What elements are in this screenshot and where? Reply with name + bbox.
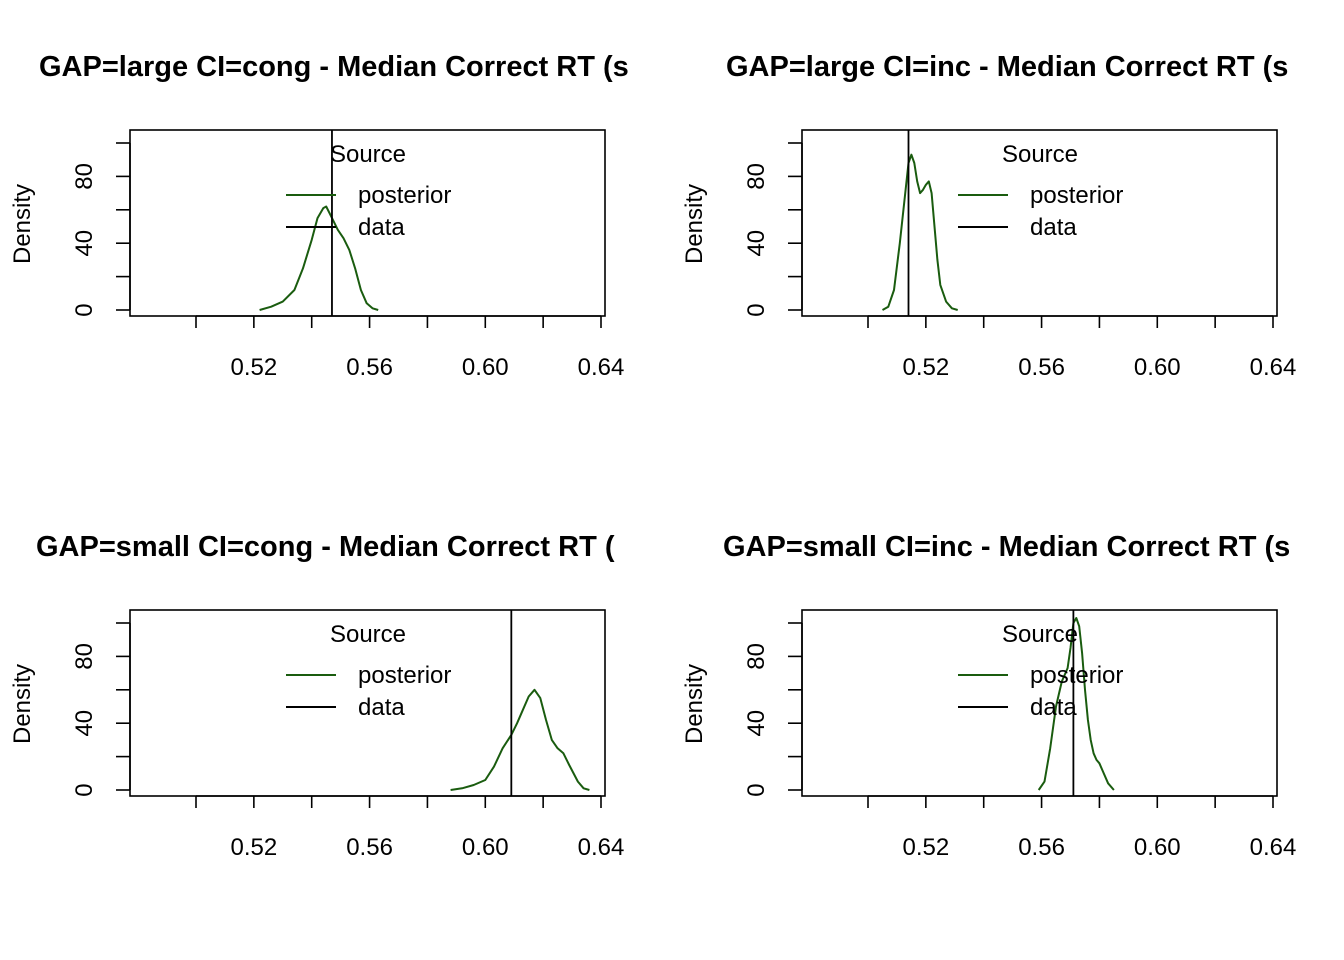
chart-title: GAP=small CI=cong - Median Correct RT ( (36, 531, 615, 563)
x-tick-label: 0.52 (902, 834, 949, 861)
x-tick-label: 0.56 (346, 834, 393, 861)
series-line-posterior (882, 153, 958, 311)
legend: Source posterior data (958, 141, 1123, 241)
legend-label-posterior: posterior (1030, 662, 1123, 689)
x-tick-label: 0.56 (1018, 834, 1065, 861)
y-tick-label: 40 (743, 230, 770, 257)
legend-title: Source (1002, 141, 1078, 168)
x-tick-label: 0.56 (1018, 354, 1065, 381)
y-tick-label: 0 (71, 783, 98, 796)
legend-label-posterior: posterior (1030, 182, 1123, 209)
legend: Source posterior data (958, 621, 1123, 721)
y-axis-label: Density (681, 664, 708, 744)
y-tick-label: 40 (743, 710, 770, 737)
y-tick-label: 40 (71, 230, 98, 257)
chart-title: GAP=small CI=inc - Median Correct RT (s (723, 531, 1290, 563)
y-tick-label: 80 (71, 163, 98, 190)
x-tick-label: 0.64 (578, 354, 625, 381)
legend-label-posterior: posterior (358, 182, 451, 209)
legend-label-data: data (1030, 694, 1077, 721)
legend-label-posterior: posterior (358, 662, 451, 689)
series-line-posterior (450, 688, 590, 791)
x-tick-label: 0.60 (1134, 834, 1181, 861)
legend: Source posterior data (286, 621, 451, 721)
legend-label-data: data (358, 214, 405, 241)
panel-4: GAP=small CI=inc - Median Correct RT (s 0… (681, 531, 1296, 861)
panel-1: GAP=large CI=cong - Median Correct RT (s… (9, 51, 629, 381)
x-tick-label: 0.60 (462, 354, 509, 381)
legend-title: Source (1002, 621, 1078, 648)
series-line-posterior (1037, 617, 1115, 791)
y-tick-label: 0 (743, 303, 770, 316)
y-tick-label: 80 (71, 643, 98, 670)
x-tick-label: 0.60 (1134, 354, 1181, 381)
y-tick-label: 0 (743, 783, 770, 796)
legend-title: Source (330, 621, 406, 648)
x-tick-label: 0.64 (1250, 834, 1297, 861)
y-axis-label: Density (9, 664, 36, 744)
y-axis-label: Density (9, 184, 36, 264)
y-tick-label: 80 (743, 643, 770, 670)
chart-title: GAP=large CI=inc - Median Correct RT (s (726, 51, 1288, 83)
panel-3: GAP=small CI=cong - Median Correct RT ( 0… (9, 531, 624, 861)
y-axis-label: Density (681, 184, 708, 264)
x-tick-label: 0.60 (462, 834, 509, 861)
x-tick-label: 0.56 (346, 354, 393, 381)
series-line-posterior (259, 205, 379, 311)
panel-2: GAP=large CI=inc - Median Correct RT (s 0… (681, 51, 1296, 381)
chart-title: GAP=large CI=cong - Median Correct RT (s (39, 51, 629, 83)
x-tick-label: 0.64 (1250, 354, 1297, 381)
x-tick-label: 0.52 (902, 354, 949, 381)
y-tick-label: 0 (71, 303, 98, 316)
x-tick-label: 0.64 (578, 834, 625, 861)
x-tick-label: 0.52 (230, 354, 277, 381)
x-tick-label: 0.52 (230, 834, 277, 861)
y-tick-label: 80 (743, 163, 770, 190)
legend-label-data: data (358, 694, 405, 721)
y-tick-label: 40 (71, 710, 98, 737)
legend-title: Source (330, 141, 406, 168)
legend: Source posterior data (286, 141, 451, 241)
legend-label-data: data (1030, 214, 1077, 241)
